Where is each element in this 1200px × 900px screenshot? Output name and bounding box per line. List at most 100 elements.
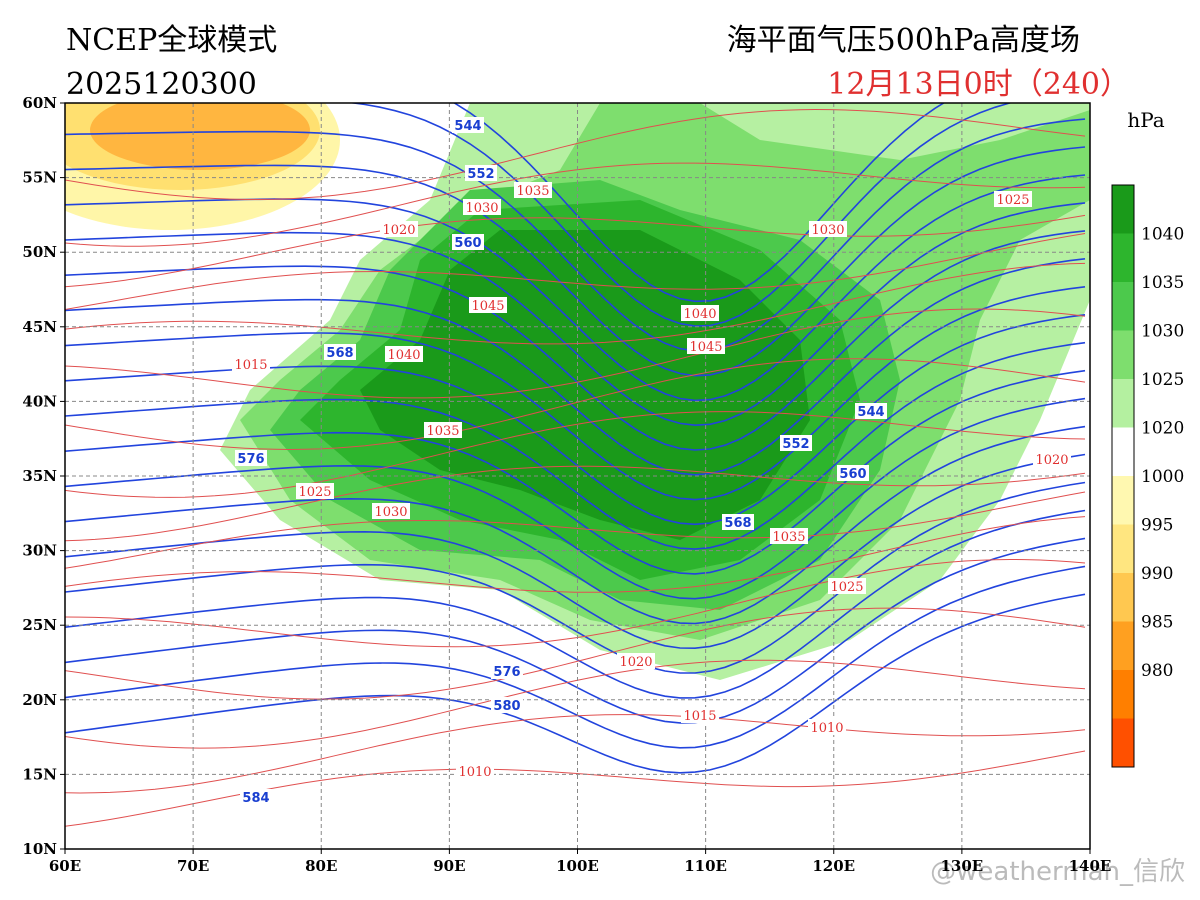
colorbar-label: 980 [1141,661,1173,681]
label-box [681,707,719,723]
pressure-contour [65,214,1086,288]
lat-label: 35N [22,467,57,485]
height-contour [65,593,1086,774]
pressure-label: 1035 [772,530,805,545]
pressure-contour [65,750,1086,827]
pressure-label: 1025 [996,193,1029,208]
pressure-label: 1045 [689,340,722,355]
colorbar-label: 985 [1141,613,1173,633]
lon-label: 120E [812,857,855,875]
colorbar-unit: hPa [1127,108,1164,132]
pressure-label: 1035 [426,424,459,439]
lat-label: 55N [22,169,57,187]
label-box [780,435,812,451]
lat-label: 15N [22,765,57,783]
colorbar-segment [1112,621,1134,670]
label-box [722,514,754,530]
lat-label: 40N [22,392,57,410]
height-contour [347,103,1014,327]
height-contour [65,230,1086,451]
height-label: 552 [782,437,809,452]
pressure-contour [65,162,1086,247]
height-label: 576 [493,665,520,680]
colorbar-label: 1020 [1141,419,1184,439]
pressure-label: 1030 [465,201,498,216]
lon-label: 70E [177,857,209,875]
pressure-contour [65,659,1086,749]
height-contour [65,146,1086,377]
label-box [491,663,523,679]
pressure-contour [65,411,1086,498]
height-label: 568 [326,346,353,361]
colorbar-segment [1112,476,1134,525]
pressure-label: 1020 [382,223,415,238]
pressure-label: 1035 [516,184,549,199]
label-box [240,789,272,805]
lat-label: 45N [22,318,57,336]
map-field [65,103,1090,849]
watermark: @weatherman_信欣 [930,857,1185,887]
label-box [324,344,356,360]
height-contour [65,397,1086,600]
colorbar-segment [1112,330,1134,379]
height-contour [65,565,1086,749]
lat-label: 25N [22,616,57,634]
pressure-label: 1040 [683,307,716,322]
lon-label: 80E [305,857,337,875]
lon-label: 90E [433,857,465,875]
pressure-label: 1010 [458,765,491,780]
label-box [994,191,1032,207]
pressure-contour [65,233,1086,310]
label-box [232,356,270,372]
colorbar-segment [1112,573,1134,622]
label-box [809,221,847,237]
height-contour [65,453,1086,650]
lon-label: 130E [941,857,984,875]
height-contour [65,341,1086,550]
pressure-label: 1040 [387,348,420,363]
label-box [465,165,497,181]
pressure-label: 1030 [374,505,407,520]
lon-label: 60E [49,857,81,875]
label-box [456,763,494,779]
height-contour [65,537,1086,724]
height-label: 544 [454,119,481,134]
height-label: 560 [839,467,866,482]
pressure-contour [65,714,1086,794]
height-label: 584 [242,791,269,806]
pressure-contour [65,262,1086,345]
pressure-contour [65,491,1086,569]
pressure-label: 1015 [234,358,267,373]
label-box [424,422,462,438]
height-label: 576 [237,452,264,467]
colorbar-label: 1000 [1141,467,1184,487]
lat-label: 10N [22,840,57,858]
height-label: 560 [454,236,481,251]
pressure-contour [65,465,1086,542]
colorbar-segment [1112,282,1134,331]
colorbar-label: 990 [1141,564,1173,584]
pressure-contour [65,308,1086,399]
lat-label: 50N [22,243,57,261]
label-box [855,403,887,419]
colorbar-label: 995 [1141,516,1173,536]
lon-label: 100E [556,857,599,875]
pressure-contour [65,558,1086,648]
label-box [687,338,725,354]
height-label: 544 [857,405,884,420]
product-title: 海平面气压500hPa高度场 [727,23,1080,58]
lon-label: 110E [684,857,727,875]
label-box [452,117,484,133]
label-box [452,234,484,250]
lat-label: 60N [22,94,57,112]
colorbar-segment [1112,233,1134,282]
label-box [1033,451,1071,467]
pressure-label: 1030 [811,223,844,238]
label-box [380,221,418,237]
pressure-contour [65,108,1086,200]
colorbar-label: 1035 [1141,273,1184,293]
label-box [235,450,267,466]
colorbar-label: 1025 [1141,370,1184,390]
label-box [296,483,334,499]
